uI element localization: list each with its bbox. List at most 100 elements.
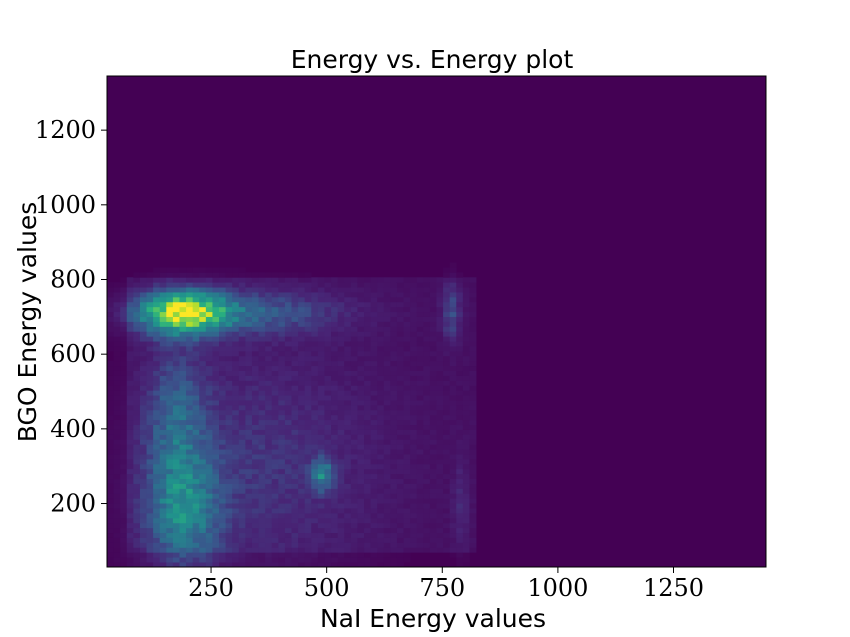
heatmap-cell <box>278 463 286 470</box>
heatmap-cell <box>278 547 286 553</box>
heatmap-cell <box>410 346 418 352</box>
heatmap-cell <box>186 360 194 367</box>
heatmap-cell <box>153 277 161 283</box>
heatmap-cell <box>278 404 286 411</box>
heatmap-cell <box>443 454 451 460</box>
heatmap-cell <box>139 454 147 460</box>
heatmap-cell <box>205 277 213 283</box>
heatmap-cell <box>291 473 299 480</box>
heatmap-cell <box>377 282 385 288</box>
heatmap-cell <box>364 370 371 376</box>
heatmap-cell <box>364 473 371 480</box>
heatmap-cell <box>298 292 306 298</box>
heatmap-cell <box>212 316 220 322</box>
heatmap-cell <box>245 449 253 455</box>
heatmap-cell <box>133 336 141 342</box>
heatmap-cell <box>364 375 371 381</box>
heatmap-cell <box>416 350 424 357</box>
heatmap-cell <box>390 341 398 347</box>
heatmap-cell <box>133 522 141 529</box>
heatmap-cell <box>324 552 332 558</box>
heatmap-cell <box>416 468 424 475</box>
heatmap-cell <box>120 287 128 293</box>
heatmap-cell <box>153 360 161 367</box>
heatmap-cell <box>331 336 339 342</box>
heatmap-cell <box>284 395 292 401</box>
heatmap-cell <box>291 552 299 558</box>
heatmap-cell <box>172 468 180 475</box>
heatmap-cell <box>462 346 470 352</box>
heatmap-cell <box>436 473 444 480</box>
heatmap-cell <box>139 311 147 317</box>
heatmap-cell <box>126 522 134 529</box>
heatmap-cell <box>212 463 220 470</box>
heatmap-cell <box>159 390 167 396</box>
heatmap-cell <box>383 547 391 553</box>
heatmap-cell <box>245 365 253 371</box>
heatmap-cell <box>284 493 292 499</box>
heatmap-cell <box>403 292 411 298</box>
heatmap-cell <box>172 385 180 391</box>
heatmap-cell <box>107 365 114 371</box>
heatmap-cell <box>284 542 292 548</box>
heatmap-cell <box>120 454 128 460</box>
heatmap-cell <box>278 306 286 313</box>
heatmap-cell <box>383 458 391 465</box>
heatmap-cell <box>469 512 477 519</box>
heatmap-cell <box>271 468 279 475</box>
heatmap-cell <box>139 341 147 347</box>
heatmap-cell <box>350 404 358 411</box>
heatmap-cell <box>251 512 259 519</box>
heatmap-cell <box>364 522 371 529</box>
heatmap-cell <box>357 429 365 435</box>
heatmap-cell <box>370 375 378 381</box>
heatmap-cell <box>410 311 418 317</box>
heatmap-cell <box>383 542 391 548</box>
heatmap-cell <box>370 532 378 538</box>
heatmap-cell <box>251 414 259 421</box>
heatmap-cell <box>357 326 365 332</box>
heatmap-cell <box>291 282 299 288</box>
heatmap-cell <box>120 321 128 327</box>
heatmap-cell <box>179 400 187 406</box>
heatmap-cell <box>146 547 154 553</box>
heatmap-cell <box>403 532 411 538</box>
heatmap-cell <box>251 296 259 303</box>
heatmap-cell <box>364 512 371 519</box>
heatmap-cell <box>324 390 332 396</box>
heatmap-cell <box>172 508 180 514</box>
heatmap-cell <box>251 458 259 465</box>
heatmap-cell <box>232 503 240 509</box>
heatmap-cell <box>370 424 378 430</box>
heatmap-cell <box>291 311 299 317</box>
heatmap-cell <box>469 336 477 342</box>
heatmap-cell <box>311 414 319 421</box>
heatmap-cell <box>113 517 121 524</box>
heatmap-cell <box>469 292 477 298</box>
heatmap-cell <box>126 488 134 494</box>
heatmap-cell <box>317 503 325 509</box>
heatmap-cell <box>278 326 286 332</box>
heatmap-cell <box>403 287 411 293</box>
heatmap-cell <box>159 326 167 332</box>
heatmap-cell <box>107 434 114 440</box>
heatmap-cell <box>423 429 431 435</box>
heatmap-cell <box>449 424 457 430</box>
heatmap-cell <box>350 424 358 430</box>
heatmap-cell <box>377 562 385 568</box>
heatmap-cell <box>304 449 312 455</box>
heatmap-cell <box>416 542 424 548</box>
heatmap-cell <box>357 454 365 460</box>
heatmap-cell <box>449 400 457 406</box>
heatmap-cell <box>462 321 470 327</box>
heatmap-cell <box>120 542 128 548</box>
heatmap-cell <box>205 429 213 435</box>
heatmap-cell <box>172 336 180 342</box>
heatmap-cell <box>139 483 147 489</box>
heatmap-cell <box>212 395 220 401</box>
heatmap-cell <box>238 409 246 416</box>
heatmap-cell <box>166 562 174 568</box>
heatmap-cell <box>423 301 431 308</box>
heatmap-cell <box>219 341 227 347</box>
heatmap-cell <box>265 341 273 347</box>
